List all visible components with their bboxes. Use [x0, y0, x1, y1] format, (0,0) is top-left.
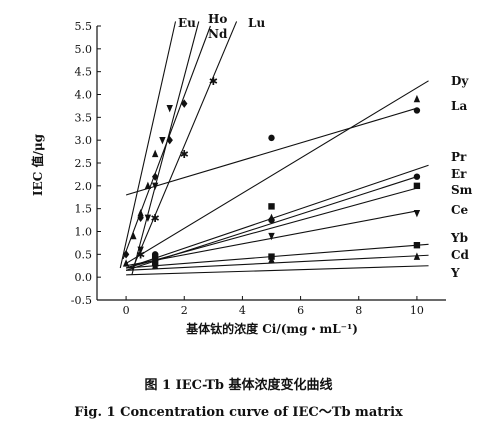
data-point	[151, 261, 159, 269]
x-tick-label: 8	[355, 304, 362, 317]
series-line	[125, 187, 418, 269]
data-point	[268, 216, 275, 224]
series-label-eu: Eu	[178, 16, 196, 30]
series-label-ce: Ce	[451, 203, 469, 217]
data-point	[151, 253, 159, 260]
figure-caption-english: Fig. 1 Concentration curve of IEC～Tb mat…	[74, 405, 403, 420]
series-label-pr: Pr	[451, 150, 467, 164]
series-label-y: Y	[450, 266, 460, 280]
data-point	[181, 99, 188, 108]
data-point	[137, 213, 144, 222]
series-layer: ✱✱✱✱	[119, 21, 429, 276]
series-line	[119, 21, 177, 269]
x-tick-label: 0	[123, 304, 130, 317]
series-nd	[122, 25, 211, 260]
y-tick-label: 2.0	[75, 180, 93, 193]
data-point	[166, 105, 173, 113]
y-tick-label: 2.5	[75, 157, 93, 170]
series-ce	[125, 210, 421, 267]
data-point	[166, 135, 173, 145]
series-line	[126, 243, 429, 269]
series-line	[125, 80, 429, 264]
data-point	[413, 210, 421, 218]
y-axis-label: IEC 值/μg	[30, 133, 45, 196]
data-point	[122, 250, 130, 259]
series-label-yb: Yb	[450, 231, 468, 245]
data-point	[268, 134, 275, 142]
series-label-er: Er	[451, 167, 467, 181]
data-point	[159, 136, 166, 145]
data-point	[268, 232, 275, 241]
y-tick-label: 5.5	[75, 20, 93, 33]
data-point	[413, 107, 421, 114]
series-line	[122, 25, 211, 260]
y-tick-label: 3.0	[75, 134, 93, 147]
data-point	[413, 94, 421, 103]
series-line	[125, 107, 418, 196]
x-axis: 0 2 4 6 8 10	[123, 296, 424, 317]
x-tick-label: 6	[297, 304, 304, 317]
series-dy	[125, 80, 429, 264]
y-tick-label: 5.0	[75, 43, 93, 56]
y-tick-label: 3.5	[75, 111, 93, 124]
y-tick-label: 0.5	[75, 248, 93, 261]
data-point	[413, 182, 421, 190]
y-axis: -0.5 0.0 0.5 1.0 1.5 2.0 2.5 3.0 3.5 4.0 4.5 5.0 5.5	[71, 20, 101, 307]
data-point	[268, 203, 275, 210]
y-tick-label: 1.5	[75, 203, 93, 216]
series-line	[131, 21, 200, 276]
series-label-nd: Nd	[208, 27, 228, 41]
series-label-la: La	[451, 99, 467, 113]
x-tick-label: 2	[181, 304, 188, 317]
series-line	[126, 265, 429, 276]
series-label-lu: Lu	[248, 16, 265, 30]
series-line	[131, 21, 238, 271]
data-point	[413, 252, 421, 260]
series-cd	[126, 252, 429, 271]
x-tick-label: 4	[239, 304, 246, 317]
x-axis-label: 基体钛的浓度 Ci/(mg・mL⁻¹)	[185, 321, 358, 336]
y-tick-label: 1.0	[75, 226, 93, 239]
data-point: ✱	[209, 75, 218, 88]
series-line	[125, 164, 429, 269]
y-tick-label: 4.5	[75, 66, 93, 79]
series-label-sm: Sm	[451, 183, 473, 197]
data-point	[268, 255, 275, 264]
data-point	[151, 149, 159, 158]
series-label-cd: Cd	[451, 248, 470, 262]
x-tick-label: 10	[410, 304, 424, 317]
data-point: ✱	[151, 212, 160, 225]
data-point	[413, 173, 421, 180]
series-ho	[131, 21, 200, 276]
series-label-ho: Ho	[208, 12, 227, 26]
figure-caption-chinese: 图 1 IEC-Tb 基体浓度变化曲线	[144, 378, 333, 393]
data-point	[151, 172, 159, 181]
series-sm	[125, 182, 421, 269]
data-point	[144, 214, 152, 222]
series-y	[126, 265, 429, 276]
y-tick-label: 4.0	[75, 89, 93, 102]
y-tick-label: -0.5	[71, 294, 92, 307]
data-point	[413, 242, 421, 249]
series-la	[125, 107, 421, 196]
series-line	[126, 254, 429, 271]
data-point: ✱	[180, 148, 189, 161]
series-label-dy: Dy	[451, 74, 469, 88]
y-tick-label: 0.0	[75, 271, 93, 284]
